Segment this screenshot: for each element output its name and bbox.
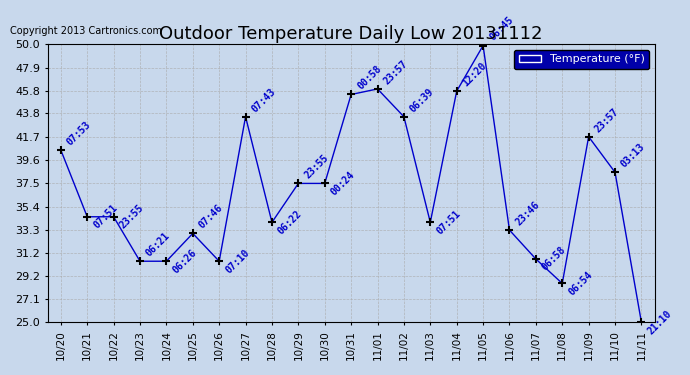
Text: 07:51: 07:51	[91, 203, 119, 231]
Text: 23:55: 23:55	[118, 203, 146, 231]
Text: 06:58: 06:58	[540, 245, 568, 273]
Text: 00:24: 00:24	[329, 170, 357, 197]
Text: 06:39: 06:39	[408, 86, 436, 114]
Text: 12:20: 12:20	[461, 60, 489, 88]
Text: 06:26: 06:26	[170, 247, 199, 275]
Text: 23:46: 23:46	[513, 200, 542, 227]
Text: 00:58: 00:58	[355, 64, 383, 92]
Text: 23:55: 23:55	[302, 153, 331, 181]
Text: Copyright 2013 Cartronics.com: Copyright 2013 Cartronics.com	[10, 26, 162, 36]
Text: 06:21: 06:21	[144, 231, 172, 258]
Text: 07:53: 07:53	[65, 120, 93, 147]
Text: 06:22: 06:22	[276, 209, 304, 236]
Text: 07:43: 07:43	[250, 86, 277, 114]
Text: 06:54: 06:54	[566, 270, 594, 297]
Text: 07:46: 07:46	[197, 203, 225, 231]
Text: 03:13: 03:13	[619, 142, 647, 170]
Text: 07:10: 07:10	[224, 247, 251, 275]
Text: 06:45: 06:45	[487, 15, 515, 43]
Legend: Temperature (°F): Temperature (°F)	[514, 50, 649, 69]
Text: 23:57: 23:57	[593, 106, 620, 134]
Title: Outdoor Temperature Daily Low 20131112: Outdoor Temperature Daily Low 20131112	[159, 25, 543, 43]
Text: 21:10: 21:10	[646, 308, 673, 336]
Text: 23:57: 23:57	[382, 58, 410, 86]
Text: 07:51: 07:51	[435, 209, 462, 236]
